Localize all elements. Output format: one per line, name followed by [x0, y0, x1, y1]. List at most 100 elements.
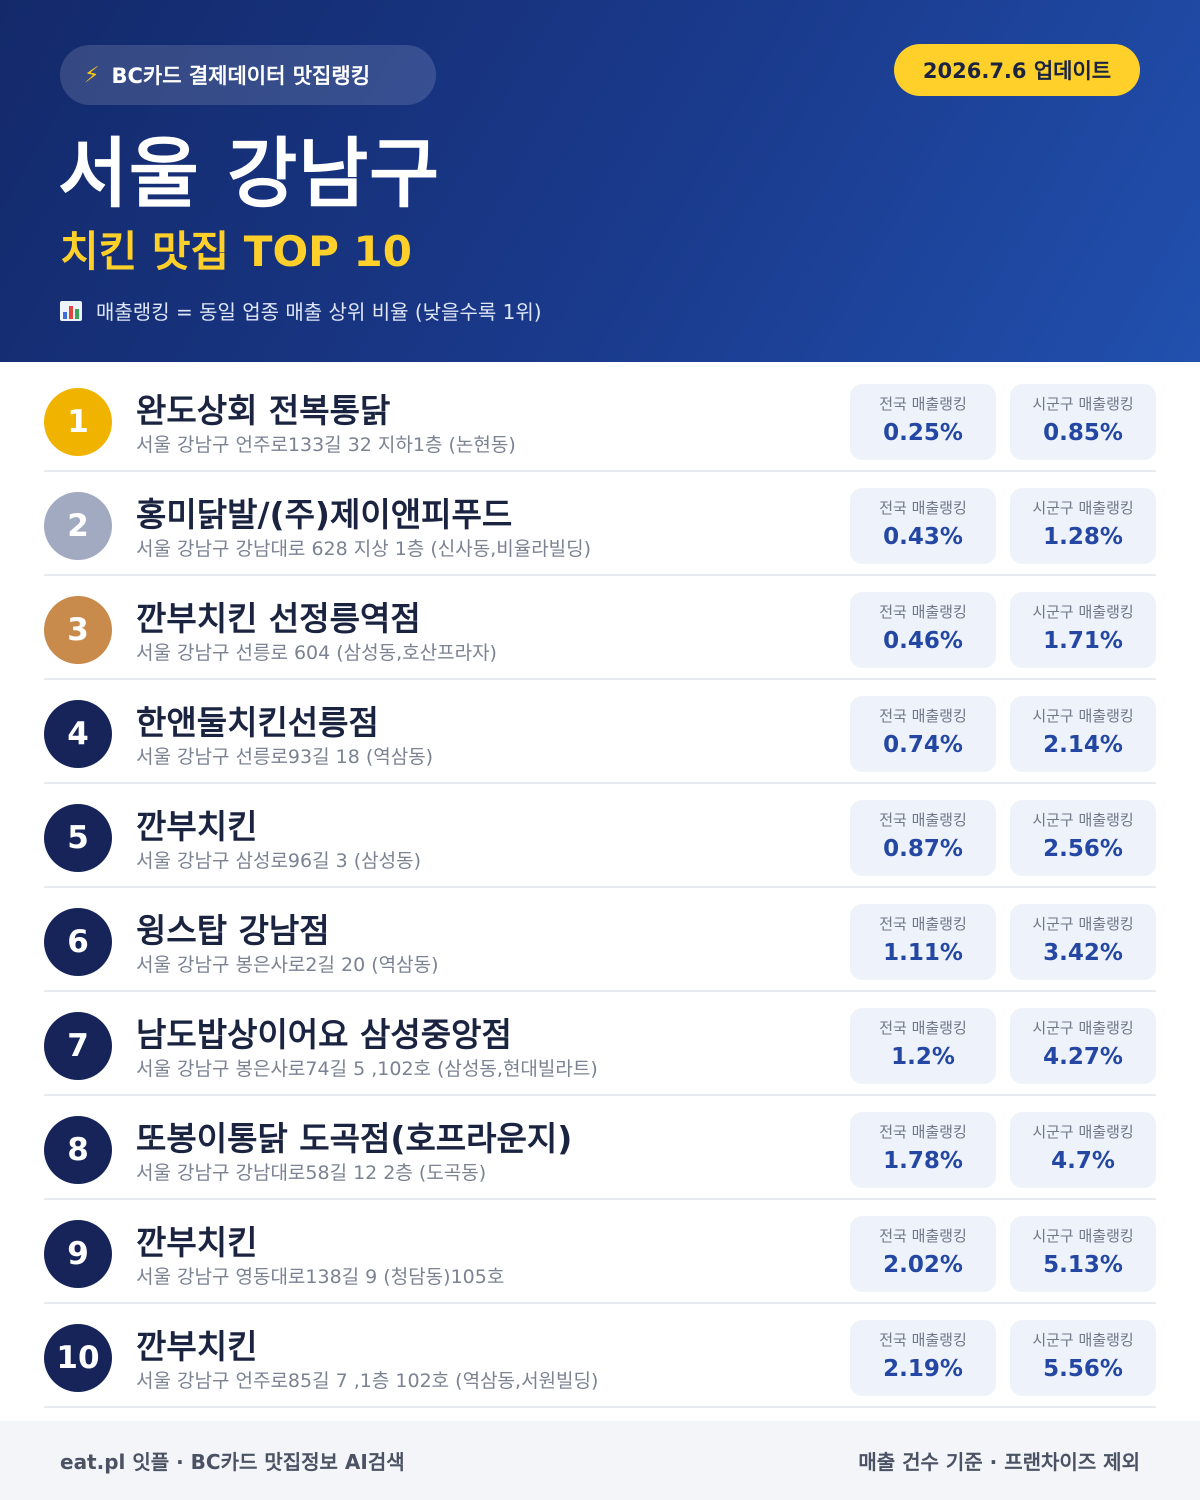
restaurant-name: 완도상회 전복통닭: [136, 391, 391, 430]
restaurant-name: 홍미닭발/(주)제이앤피푸드: [136, 495, 513, 534]
restaurant-name: 한앤둘치킨선릉점: [136, 703, 379, 742]
rank-badge: 3: [44, 596, 112, 664]
restaurant-address: 서울 강남구 봉은사로2길 20 (역삼동): [136, 954, 439, 976]
restaurant-name: 깐부치킨: [136, 1223, 258, 1262]
national-ranking-card: 전국 매출랭킹 1.11%: [850, 904, 996, 980]
ranking-note-text: 매출랭킹 = 동일 업종 매출 상위 비율 (낮을수록 1위): [96, 300, 542, 324]
source-label: BC카드 결제데이터 맛집랭킹: [111, 64, 371, 88]
ranking-row[interactable]: 2 홍미닭발/(주)제이앤피푸드 서울 강남구 강남대로 628 지상 1층 (…: [44, 472, 1156, 576]
district-ranking-value: 5.56%: [1043, 1356, 1123, 1382]
district-ranking-value: 2.56%: [1043, 836, 1123, 862]
national-ranking-label: 전국 매출랭킹: [879, 395, 967, 413]
national-ranking-value: 0.43%: [883, 524, 963, 550]
ranking-row[interactable]: 1 완도상회 전복통닭 서울 강남구 언주로133길 32 지하1층 (논현동)…: [44, 368, 1156, 472]
restaurant-address: 서울 강남구 언주로85길 7 ,1층 102호 (역삼동,서원빌딩): [136, 1370, 599, 1392]
national-ranking-label: 전국 매출랭킹: [879, 915, 967, 933]
ranking-row[interactable]: 10 깐부치킨 서울 강남구 언주로85길 7 ,1층 102호 (역삼동,서원…: [44, 1304, 1156, 1408]
national-ranking-label: 전국 매출랭킹: [879, 1227, 967, 1245]
national-ranking-label: 전국 매출랭킹: [879, 1123, 967, 1141]
restaurant-address: 서울 강남구 언주로133길 32 지하1층 (논현동): [136, 434, 516, 456]
rank-badge: 4: [44, 700, 112, 768]
ranking-row[interactable]: 9 깐부치킨 서울 강남구 영동대로138길 9 (청담동)105호 전국 매출…: [44, 1200, 1156, 1304]
district-ranking-label: 시군구 매출랭킹: [1032, 499, 1134, 517]
rank-badge: 10: [44, 1324, 112, 1392]
restaurant-name: 깐부치킨: [136, 807, 258, 846]
ranking-row[interactable]: 4 한앤둘치킨선릉점 서울 강남구 선릉로93길 18 (역삼동) 전국 매출랭…: [44, 680, 1156, 784]
district-ranking-card: 시군구 매출랭킹 2.14%: [1010, 696, 1156, 772]
ranking-row[interactable]: 8 또봉이통닭 도곡점(호프라운지) 서울 강남구 강남대로58길 12 2층 …: [44, 1096, 1156, 1200]
national-ranking-card: 전국 매출랭킹 0.43%: [850, 488, 996, 564]
restaurant-name: 윙스탑 강남점: [136, 911, 330, 950]
district-ranking-card: 시군구 매출랭킹 0.85%: [1010, 384, 1156, 460]
national-ranking-value: 0.46%: [883, 628, 963, 654]
restaurant-name: 깐부치킨: [136, 1327, 258, 1366]
source-badge: ⚡ BC카드 결제데이터 맛집랭킹: [60, 45, 436, 105]
district-ranking-value: 1.28%: [1043, 524, 1123, 550]
restaurant-name: 깐부치킨 선정릉역점: [136, 599, 421, 638]
district-ranking-value: 3.42%: [1043, 940, 1123, 966]
district-ranking-value: 0.85%: [1043, 420, 1123, 446]
national-ranking-value: 2.19%: [883, 1356, 963, 1382]
district-ranking-value: 5.13%: [1043, 1252, 1123, 1278]
national-ranking-card: 전국 매출랭킹 1.2%: [850, 1008, 996, 1084]
national-ranking-value: 0.25%: [883, 420, 963, 446]
national-ranking-value: 1.78%: [883, 1148, 963, 1174]
lightning-icon: ⚡: [84, 62, 100, 88]
district-ranking-card: 시군구 매출랭킹 2.56%: [1010, 800, 1156, 876]
ranking-list: 1 완도상회 전복통닭 서울 강남구 언주로133길 32 지하1층 (논현동)…: [44, 368, 1156, 1408]
national-ranking-value: 1.2%: [891, 1044, 955, 1070]
national-ranking-value: 0.74%: [883, 732, 963, 758]
district-ranking-label: 시군구 매출랭킹: [1032, 1019, 1134, 1037]
national-ranking-value: 1.11%: [883, 940, 963, 966]
restaurant-address: 서울 강남구 삼성로96길 3 (삼성동): [136, 850, 422, 872]
ranking-row[interactable]: 5 깐부치킨 서울 강남구 삼성로96길 3 (삼성동) 전국 매출랭킹 0.8…: [44, 784, 1156, 888]
district-ranking-card: 시군구 매출랭킹 5.13%: [1010, 1216, 1156, 1292]
ranking-note: 매출랭킹 = 동일 업종 매출 상위 비율 (낮을수록 1위): [60, 296, 542, 325]
footer-source: eat.pl 잇플 · BC카드 맛집정보 AI검색: [60, 1450, 405, 1474]
restaurant-address: 서울 강남구 강남대로 628 지상 1층 (신사동,비율라빌딩): [136, 538, 592, 560]
footer-criteria: 매출 건수 기준 · 프랜차이즈 제외: [858, 1450, 1140, 1474]
national-ranking-card: 전국 매출랭킹 0.46%: [850, 592, 996, 668]
footer: eat.pl 잇플 · BC카드 맛집정보 AI검색 매출 건수 기준 · 프랜…: [0, 1421, 1200, 1500]
district-ranking-card: 시군구 매출랭킹 1.28%: [1010, 488, 1156, 564]
rank-badge: 2: [44, 492, 112, 560]
page-subtitle: 치킨 맛집 TOP 10: [60, 227, 413, 276]
rank-badge: 8: [44, 1116, 112, 1184]
district-ranking-label: 시군구 매출랭킹: [1032, 1331, 1134, 1349]
national-ranking-label: 전국 매출랭킹: [879, 707, 967, 725]
national-ranking-card: 전국 매출랭킹 1.78%: [850, 1112, 996, 1188]
district-ranking-label: 시군구 매출랭킹: [1032, 707, 1134, 725]
national-ranking-label: 전국 매출랭킹: [879, 1331, 967, 1349]
restaurant-address: 서울 강남구 봉은사로74길 5 ,102호 (삼성동,현대빌라트): [136, 1058, 598, 1080]
rank-badge: 6: [44, 908, 112, 976]
rank-badge: 7: [44, 1012, 112, 1080]
district-ranking-label: 시군구 매출랭킹: [1032, 915, 1134, 933]
district-ranking-card: 시군구 매출랭킹 4.7%: [1010, 1112, 1156, 1188]
header: ⚡ BC카드 결제데이터 맛집랭킹 2026.7.6 업데이트 서울 강남구 치…: [0, 0, 1200, 362]
district-ranking-card: 시군구 매출랭킹 3.42%: [1010, 904, 1156, 980]
restaurant-address: 서울 강남구 영동대로138길 9 (청담동)105호: [136, 1266, 505, 1288]
ranking-row[interactable]: 3 깐부치킨 선정릉역점 서울 강남구 선릉로 604 (삼성동,호산프라자) …: [44, 576, 1156, 680]
rank-badge: 1: [44, 388, 112, 456]
national-ranking-label: 전국 매출랭킹: [879, 499, 967, 517]
national-ranking-card: 전국 매출랭킹 2.02%: [850, 1216, 996, 1292]
update-date-badge: 2026.7.6 업데이트: [894, 44, 1140, 96]
restaurant-name: 또봉이통닭 도곡점(호프라운지): [136, 1119, 573, 1158]
restaurant-address: 서울 강남구 강남대로58길 12 2층 (도곡동): [136, 1162, 487, 1184]
ranking-row[interactable]: 6 윙스탑 강남점 서울 강남구 봉은사로2길 20 (역삼동) 전국 매출랭킹…: [44, 888, 1156, 992]
national-ranking-value: 0.87%: [883, 836, 963, 862]
district-ranking-label: 시군구 매출랭킹: [1032, 395, 1134, 413]
national-ranking-label: 전국 매출랭킹: [879, 811, 967, 829]
district-ranking-label: 시군구 매출랭킹: [1032, 1227, 1134, 1245]
district-ranking-value: 1.71%: [1043, 628, 1123, 654]
ranking-row[interactable]: 7 남도밥상이어요 삼성중앙점 서울 강남구 봉은사로74길 5 ,102호 (…: [44, 992, 1156, 1096]
national-ranking-card: 전국 매출랭킹 0.25%: [850, 384, 996, 460]
district-ranking-value: 4.27%: [1043, 1044, 1123, 1070]
national-ranking-card: 전국 매출랭킹 0.87%: [850, 800, 996, 876]
district-ranking-label: 시군구 매출랭킹: [1032, 603, 1134, 621]
national-ranking-label: 전국 매출랭킹: [879, 1019, 967, 1037]
district-ranking-card: 시군구 매출랭킹 4.27%: [1010, 1008, 1156, 1084]
page-title: 서울 강남구: [58, 129, 441, 218]
district-ranking-label: 시군구 매출랭킹: [1032, 811, 1134, 829]
district-ranking-card: 시군구 매출랭킹 5.56%: [1010, 1320, 1156, 1396]
